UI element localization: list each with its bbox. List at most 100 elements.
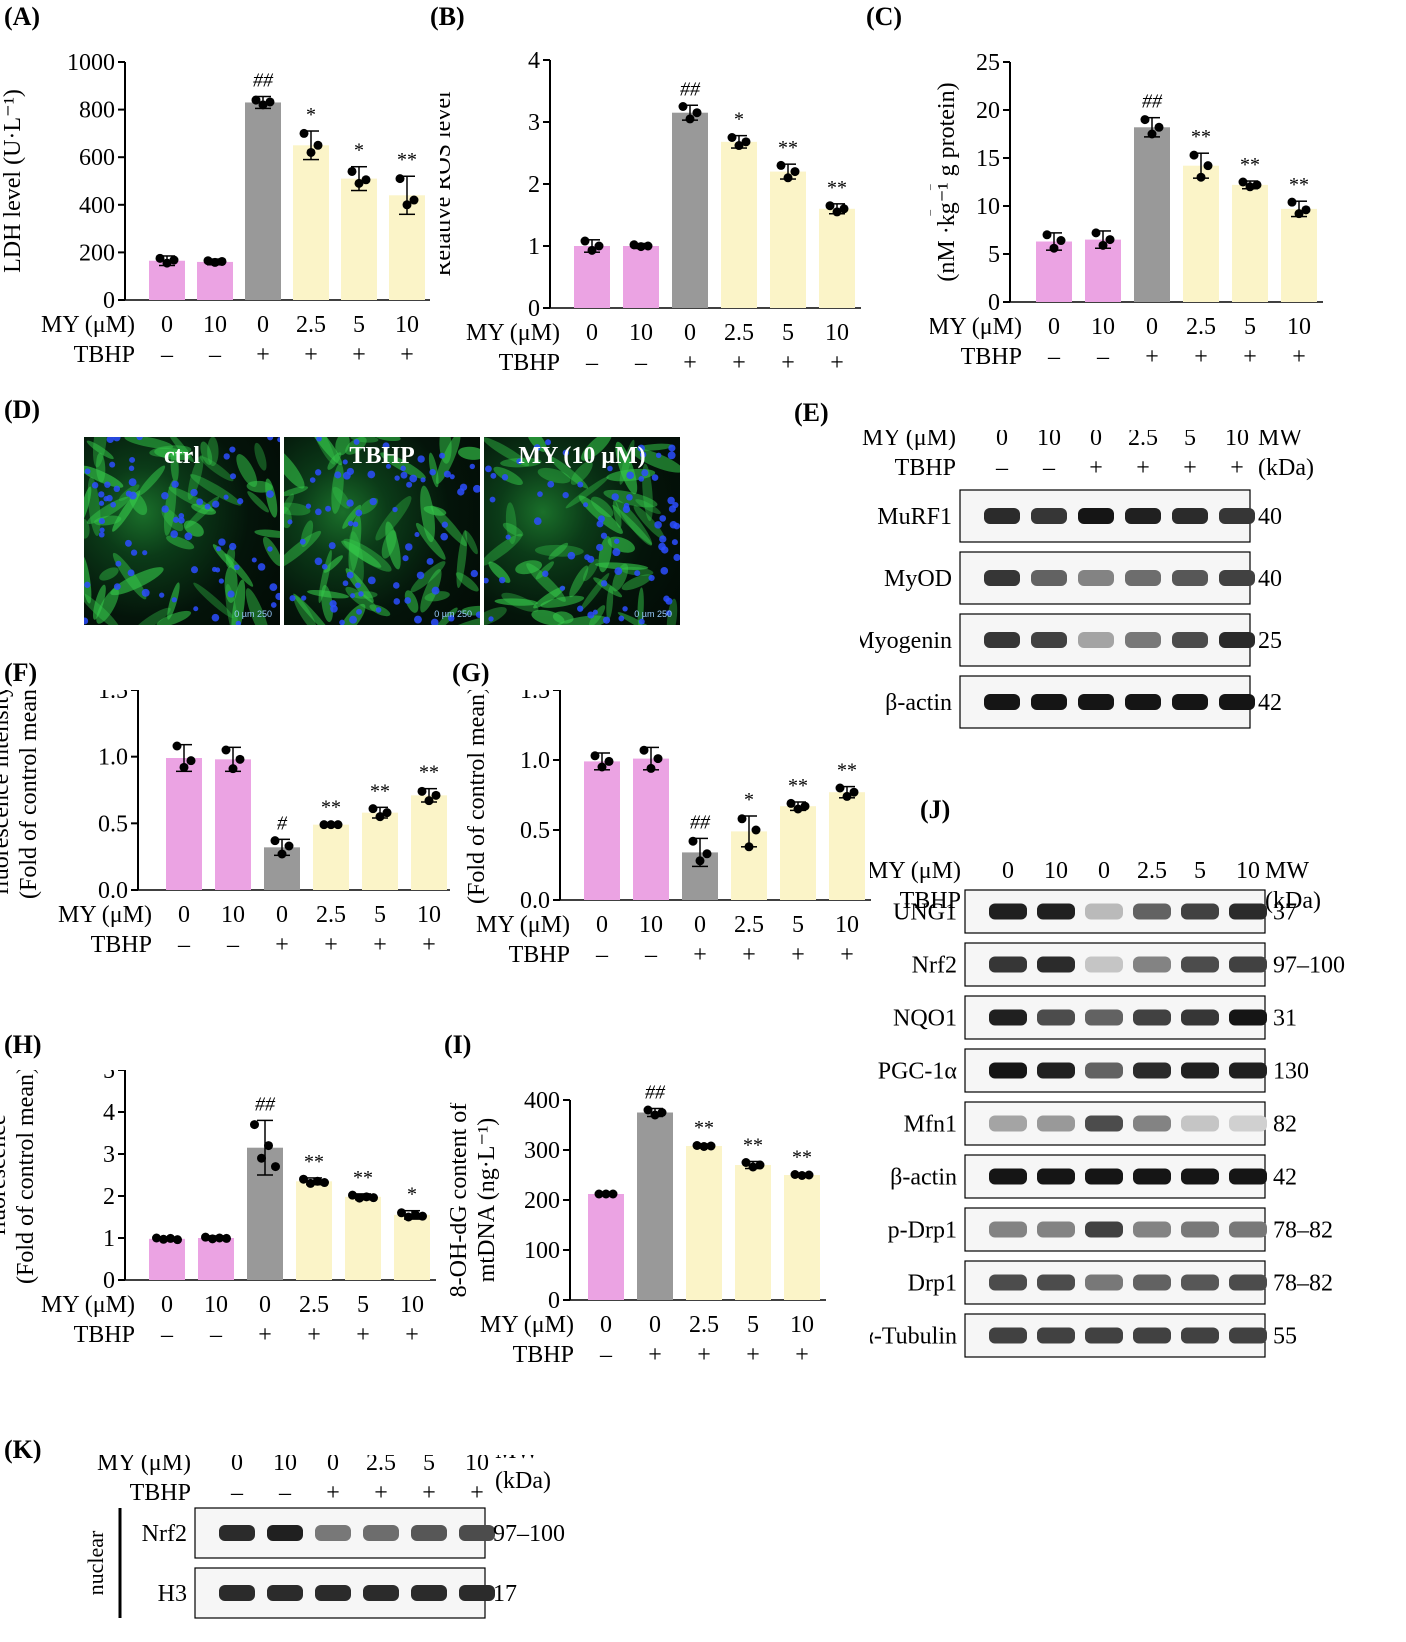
data-point [169,255,179,265]
data-point [737,814,747,824]
cell-body [224,553,254,587]
nucleus [212,500,220,508]
y-tick-label: 0.5 [520,818,550,844]
lane-my-label: 0 [1098,860,1110,884]
nucleus [641,469,649,477]
data-point [1203,161,1213,171]
data-point [643,241,653,251]
data-point [601,1189,611,1199]
data-point [751,825,761,835]
nuclear-label: nuclear [83,1530,108,1595]
tbhp-value-label: – [599,1342,613,1368]
tbhp-value-label: + [840,942,854,968]
tbhp-value-label: + [683,350,697,376]
cell-body [191,503,217,515]
blot-band [1085,1221,1123,1238]
nucleus [637,444,645,452]
bar [780,806,816,900]
cell-body [464,530,478,555]
blot-band [1085,1115,1123,1132]
significance-mark: ** [419,762,439,784]
bar [829,792,865,900]
data-point [804,1170,814,1180]
data-point [221,745,231,755]
data-point [604,756,614,766]
nucleus [547,480,555,488]
blot-band [1085,1009,1123,1026]
cell-body [582,558,599,582]
nucleus [671,539,678,546]
lane-my-label: 5 [1184,430,1196,451]
nucleus [622,505,631,513]
cell-body [461,605,480,616]
atp-bar-chart: 0.0 0.5 1.0 1.5 ATP content (Fold of control … [460,690,871,968]
mw-label: 25 [1258,628,1282,654]
cell-body [456,529,468,588]
data-point [215,1233,224,1243]
my-value-label: 5 [1244,314,1256,340]
cell-body [535,561,555,580]
nucleus [347,520,354,527]
data-point [235,754,245,764]
blot-band [363,1525,399,1541]
significance-mark: ** [827,177,847,199]
nucleus [417,455,425,463]
significance-mark: ## [690,811,711,833]
data-point [326,820,336,830]
blot-band [1219,570,1255,586]
y-tick-label: 200 [79,240,115,266]
blot-band [219,1525,255,1541]
tbhp-value-label: + [746,1342,760,1368]
cell-body [555,615,608,625]
nucleus [266,490,274,498]
y-axis-label: (nM ·kg⁻¹ g protein) [934,82,960,281]
significance-mark: ** [778,137,798,159]
cell-body [666,598,678,625]
cell-body [621,574,653,591]
tbhp-value-label: + [795,1342,809,1368]
nucleus [634,570,641,577]
cell-body [167,437,194,463]
blot-band [315,1585,351,1601]
tbhp-value-label: – [634,350,648,376]
protein-label: α-Tubulin [870,1324,957,1350]
cell-body [527,437,547,452]
blot-band [989,1274,1027,1291]
blot-band [315,1525,351,1541]
nucleus [190,566,199,574]
nucleus [99,527,105,533]
cell-body [444,614,480,625]
mw-label: 31 [1273,1006,1297,1032]
significance-mark: ## [253,70,274,92]
data-point [362,1192,371,1202]
cell-body [254,529,280,538]
cell-body [284,502,311,516]
nucleus [170,530,179,538]
blot-band [1229,1221,1267,1238]
cell-body [92,584,106,620]
blot-band [989,1062,1027,1079]
data-point [597,762,607,772]
significance-mark: ** [837,760,857,782]
y-tick-label: 1.5 [520,690,550,704]
cell-body [612,500,622,528]
lane-tbhp-label: + [374,1480,388,1506]
panel-label-f: (F) [4,658,38,687]
lane-tbhp-label: – [995,455,1009,481]
protein-label: NQO1 [893,1006,957,1032]
nucleus [614,538,620,544]
cell-body [502,522,524,537]
blot-band [1031,694,1067,710]
nucleus [223,453,230,460]
nucleus [141,588,150,597]
panel-label-g: (G) [452,658,490,687]
data-point [1189,150,1199,160]
nucleus [618,615,625,622]
blot-band [1133,1115,1171,1132]
nucleus [661,546,669,554]
lane-my-label: 10 [273,1455,297,1476]
bar [215,759,251,890]
my-value-label: 2.5 [724,320,754,346]
y-tick-label: 0 [528,296,540,322]
